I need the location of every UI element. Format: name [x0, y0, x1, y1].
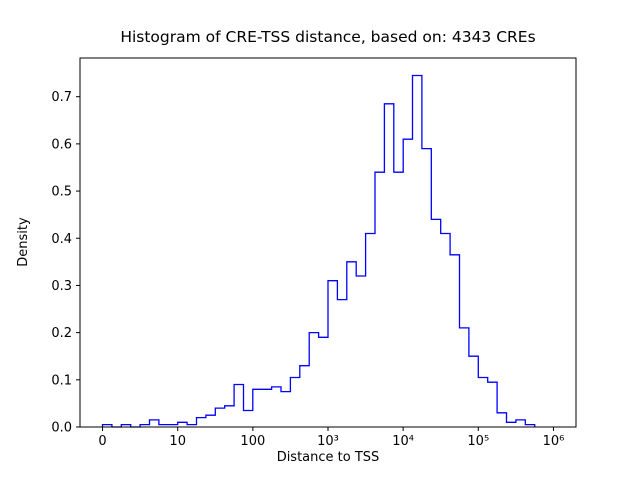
x-axis-ticks: 0 10 100 10³ 10⁴ 10⁵ 10⁶: [98, 427, 564, 449]
x-tick-label: 10⁴: [392, 434, 414, 449]
plot-spines: [79, 57, 577, 428]
y-axis-ticks: 0.0 0.1 0.2 0.3 0.4 0.5 0.6 0.7: [51, 90, 80, 436]
x-tick-label: 0: [98, 434, 106, 449]
histogram-series: [101, 74, 536, 428]
y-tick-label: 0.3: [51, 279, 72, 294]
y-tick-label: 0.1: [51, 373, 72, 388]
plot-area: [80, 58, 576, 427]
x-tick-label: 10⁶: [543, 434, 565, 449]
y-tick-label: 0.7: [51, 90, 72, 105]
y-tick-label: 0.0: [51, 421, 72, 436]
x-axis-label: Distance to TSS: [277, 450, 380, 465]
y-tick-label: 0.6: [51, 137, 72, 152]
x-tick-label: 10⁵: [467, 434, 489, 449]
y-tick-label: 0.4: [51, 232, 72, 247]
x-tick-label: 10: [169, 434, 186, 449]
x-tick-label: 10³: [317, 434, 339, 449]
y-axis-label: Density: [16, 217, 31, 267]
y-tick-label: 0.5: [51, 185, 72, 200]
y-tick-label: 0.2: [51, 326, 72, 341]
chart-title: Histogram of CRE-TSS distance, based on:…: [120, 28, 535, 46]
histogram-step-line: [101, 74, 536, 428]
x-tick-label: 100: [240, 434, 265, 449]
